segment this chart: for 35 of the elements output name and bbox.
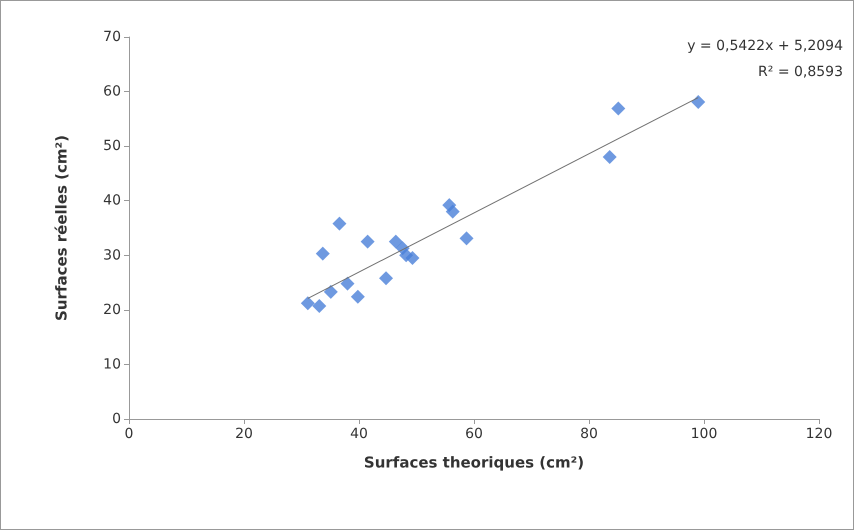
y-tick-label: 70: [103, 29, 121, 45]
x-tick-label: 40: [350, 426, 368, 442]
point: [691, 94, 706, 109]
point: [300, 296, 315, 310]
x-tick-label: 60: [465, 426, 483, 442]
point: [602, 150, 617, 164]
y-tick-label: 30: [103, 247, 121, 264]
y-tick-label: 60: [103, 84, 121, 100]
point: [316, 246, 330, 261]
x-tick-label: 80: [580, 426, 598, 442]
x-tick-label: 100: [690, 426, 718, 442]
annotation: R² = 0,8593: [758, 64, 843, 80]
point: [324, 284, 338, 299]
x-tick-label: 120: [806, 426, 832, 442]
y-tick-label: 10: [103, 356, 121, 372]
point: [460, 231, 474, 246]
point: [388, 234, 403, 249]
annotation: y = 0,5422x + 5,2094: [687, 38, 844, 54]
y-tick-label: 40: [103, 192, 121, 209]
point: [405, 251, 420, 266]
point: [611, 101, 626, 116]
point: [360, 234, 375, 249]
y-tick-label: 0: [112, 411, 121, 427]
y-axis-title: Surfaces réelles (cm²): [52, 135, 70, 321]
x-axis-title: Surfaces theoriques (cm²): [364, 454, 584, 472]
point: [446, 204, 460, 219]
point: [350, 290, 365, 304]
x-tick-label: 0: [124, 426, 134, 442]
point: [332, 216, 346, 231]
point: [340, 276, 354, 291]
y-tick-label: 20: [103, 302, 121, 318]
point: [379, 271, 394, 286]
y-tick-label: 50: [103, 138, 121, 154]
point: [312, 299, 326, 314]
x-tick-label: 20: [235, 426, 253, 442]
